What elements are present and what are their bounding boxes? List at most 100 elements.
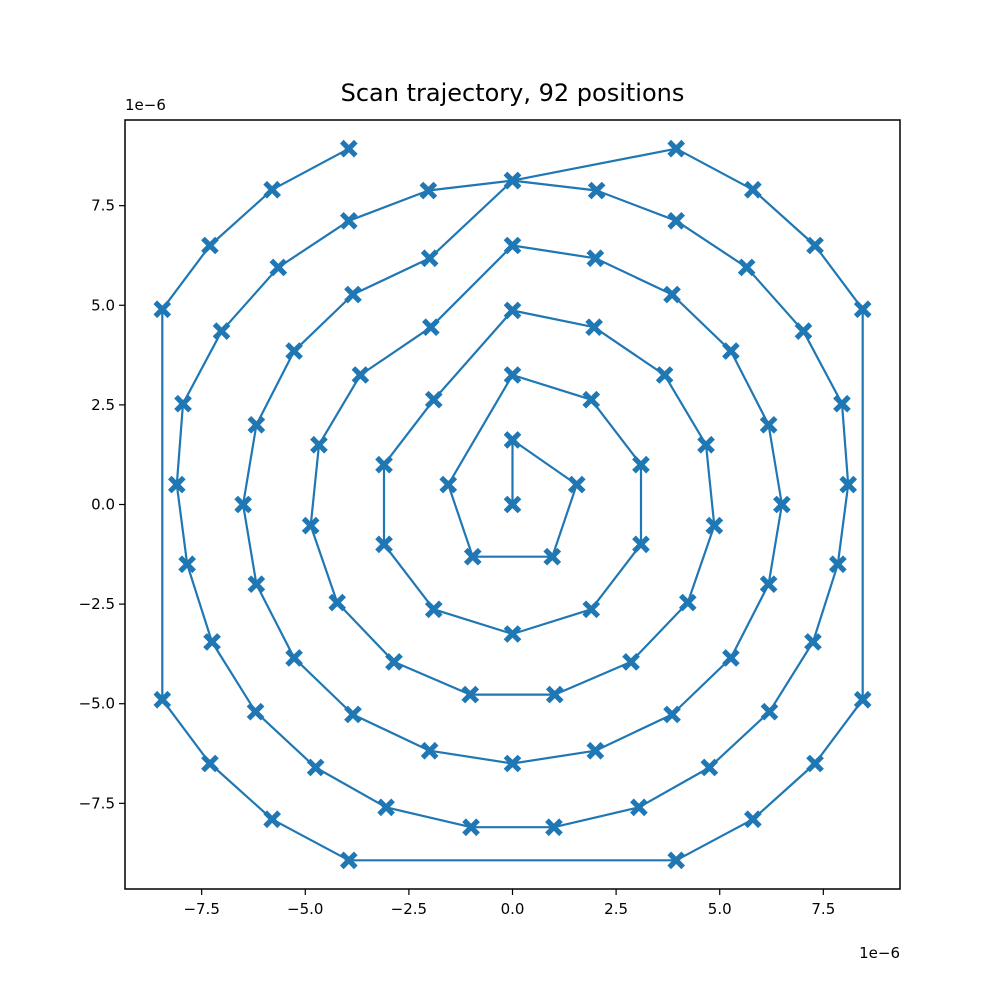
data-point: [853, 690, 872, 709]
data-point: [344, 705, 362, 724]
data-point: [424, 600, 443, 619]
data-point: [806, 236, 824, 255]
data-point: [744, 180, 762, 199]
data-point: [168, 475, 186, 494]
data-point: [462, 818, 480, 837]
data-point: [663, 285, 681, 304]
data-point: [582, 600, 601, 619]
data-point: [285, 342, 303, 360]
data-point: [328, 593, 346, 612]
data-point: [794, 322, 813, 340]
data-point: [247, 416, 266, 434]
y-tick-label: 5.0: [91, 296, 115, 314]
data-point: [759, 416, 778, 434]
x-offset-text: 1e−6: [859, 944, 900, 962]
data-point: [247, 575, 266, 593]
data-point: [263, 810, 281, 829]
data-point: [174, 394, 192, 413]
data-point: [586, 249, 605, 268]
x-tick-label: 5.0: [708, 900, 732, 918]
data-point: [630, 798, 648, 817]
plot-area: [153, 139, 872, 870]
data-point: [737, 258, 756, 277]
data-point: [582, 390, 601, 409]
data-point: [375, 455, 393, 474]
data-point: [632, 535, 650, 554]
ticks: −7.5 −5.0 −2.5 0.0 2.5 5.0 7.5 −7.5 −5.0 −2.5 0.0 2…: [79, 197, 836, 918]
data-point: [203, 633, 221, 651]
x-tick-label: 2.5: [604, 900, 628, 918]
data-point: [667, 139, 685, 158]
data-point: [700, 758, 719, 777]
data-point: [439, 475, 458, 494]
data-point: [178, 555, 196, 574]
data-point: [420, 741, 439, 760]
x-tick-label: 0.0: [501, 900, 525, 918]
data-point: [804, 633, 822, 651]
data-point: [246, 702, 265, 721]
data-point: [545, 818, 563, 837]
x-tick-label: 7.5: [811, 900, 835, 918]
data-point: [385, 653, 403, 671]
data-point: [153, 300, 172, 319]
data-point: [503, 431, 522, 449]
data-point: [340, 139, 358, 158]
data-point: [344, 285, 362, 304]
data-point: [461, 685, 480, 704]
data-point: [853, 300, 872, 319]
data-point: [585, 318, 603, 336]
data-point: [422, 318, 440, 336]
y-tick-label: −7.5: [79, 794, 115, 812]
chart-title: Scan trajectory, 92 positions: [341, 79, 685, 107]
data-point: [679, 593, 697, 612]
data-point: [697, 435, 715, 454]
data-point: [310, 435, 328, 454]
data-point: [503, 495, 522, 514]
y-offset-text: 1e−6: [125, 96, 166, 114]
data-point: [759, 575, 778, 593]
data-point: [545, 685, 564, 704]
data-point: [351, 366, 370, 384]
data-point: [375, 535, 393, 554]
data-point: [377, 798, 395, 817]
data-point: [806, 754, 824, 773]
x-tick-label: −7.5: [183, 900, 219, 918]
data-point: [833, 394, 851, 413]
data-point: [201, 236, 219, 255]
data-point: [663, 705, 681, 724]
data-point: [744, 810, 762, 829]
data-point: [839, 475, 857, 494]
data-point: [285, 649, 303, 667]
data-point: [543, 547, 562, 566]
data-point: [760, 702, 779, 721]
data-point: [655, 366, 674, 384]
data-point: [503, 754, 522, 773]
y-tick-label: 0.0: [91, 496, 115, 514]
data-point: [153, 690, 172, 709]
x-tick-label: −2.5: [391, 900, 427, 918]
data-point: [773, 495, 791, 514]
data-point: [503, 366, 522, 384]
data-point: [503, 236, 522, 255]
data-point: [306, 758, 325, 777]
data-point: [301, 516, 320, 535]
data-point: [667, 212, 685, 230]
data-point: [340, 851, 358, 870]
data-point: [340, 212, 358, 230]
data-point: [234, 495, 252, 514]
data-point: [722, 342, 740, 360]
data-point: [424, 390, 443, 409]
y-tick-label: 7.5: [91, 197, 115, 215]
data-point: [829, 555, 847, 574]
data-point: [503, 171, 522, 190]
data-point: [503, 301, 522, 320]
data-point: [705, 516, 724, 535]
data-point: [463, 547, 482, 566]
x-tick-label: −5.0: [287, 900, 323, 918]
y-tick-label: −5.0: [79, 695, 115, 713]
data-point: [722, 649, 740, 667]
y-tick-label: −2.5: [79, 595, 115, 613]
data-point: [212, 322, 231, 340]
y-tick-label: 2.5: [91, 396, 115, 414]
data-point: [587, 181, 606, 200]
